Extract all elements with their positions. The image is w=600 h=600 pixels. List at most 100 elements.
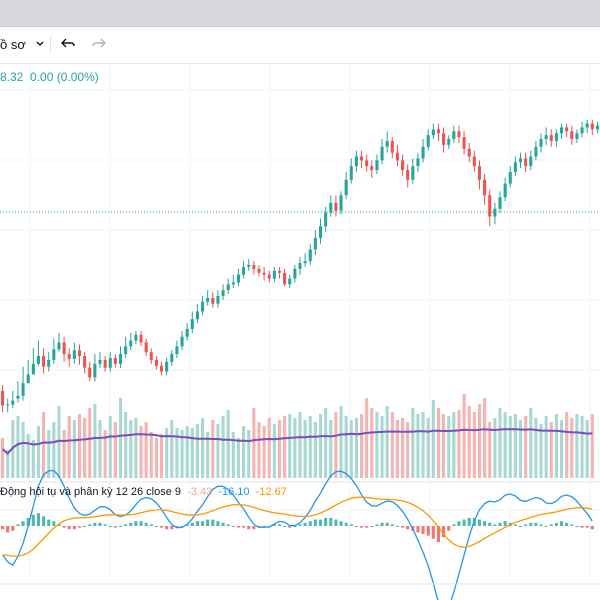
candle-body [52,349,56,360]
candle-body [36,356,40,364]
macd-histogram-bar [144,522,148,526]
macd-histogram-bar [190,522,194,526]
macd-histogram-bar [570,524,574,526]
volume-bar [272,424,276,478]
macd-histogram-bar [452,524,456,526]
candle-body [283,272,287,285]
volume-bar [277,420,282,478]
candle-body [252,265,256,269]
volume-bar [513,414,517,478]
candle-body [303,261,307,264]
macd-histogram-bar [165,526,169,530]
volume-bar [390,412,394,478]
macd-histogram-bar [216,521,220,526]
macd-histogram-bar [57,524,61,526]
macd-histogram-bar [503,521,507,526]
candle-body [457,131,461,138]
macd-histogram-bar [380,522,384,526]
volume-bar [216,424,220,478]
macd-histogram-bar [308,521,312,526]
macd-histogram-bar [288,526,292,528]
candle-body [108,358,112,368]
macd-histogram-bar [113,526,117,528]
macd-histogram-bar [375,524,379,526]
volume-bar [98,420,102,478]
volume-bar [503,412,507,478]
candle-body [180,336,184,347]
candle-body [144,342,148,353]
volume-bar [360,414,364,478]
macd-histogram-bar [129,522,133,526]
candle-body [221,290,225,296]
macd-histogram-bar [262,526,266,527]
redo-icon[interactable] [89,35,109,55]
macd-histogram-bar [477,519,482,526]
volume-bar [575,414,579,478]
candle-body [226,284,230,291]
macd-histogram-bar [221,522,225,526]
macd-histogram-bar [365,526,369,528]
macd-histogram-bar [195,521,199,526]
volume-bar [488,422,492,478]
volume-bar [236,438,240,478]
macd-histogram-bar [108,526,112,527]
macd-histogram-bar [206,519,210,526]
candle-body [360,156,364,161]
volume-bar [467,406,471,478]
macd-histogram-bar [175,526,179,528]
macd-histogram-bar [360,526,364,528]
macd-histogram-bar [160,526,164,528]
volume-bar [21,422,25,478]
toolbar-divider [50,36,51,54]
macd-histogram-bar [524,524,528,526]
macd-histogram-bar [431,526,435,539]
candle-body [595,125,599,130]
macd-histogram-bar [242,526,246,528]
volume-bar [175,428,179,478]
volume-bar [16,416,20,478]
volume-bar [570,418,574,478]
candle-body [395,152,399,161]
volume-bar [370,408,374,478]
candle-body [549,135,553,141]
macd-histogram-bar [139,521,143,526]
candle-body [421,146,425,159]
volume-bar [283,416,287,478]
candle-body [560,127,564,134]
browser-top-bar [0,0,600,27]
macd-histogram-bar [72,526,76,530]
macd-histogram-bar [483,521,487,526]
macd-histogram-bar [154,526,158,527]
candle-body [118,354,123,364]
volume-bar [293,418,297,478]
volume-bar [57,406,61,478]
layout-selector[interactable]: ồ sơ [0,35,45,55]
candle-body [554,133,558,141]
candle-body [267,274,271,279]
macd-histogram-bar [247,526,251,530]
candle-body [565,127,569,132]
macd-histogram-bar [539,524,543,526]
volume-bar [26,434,30,478]
candle-body [113,358,117,364]
candle-body [534,146,538,157]
volume-bar [406,422,410,478]
macd-histogram-bar [236,526,240,528]
candle-body [72,350,76,359]
macd-histogram-bar [77,526,82,528]
macd-histogram-bar [580,526,584,528]
macd-histogram-bar [534,522,538,526]
candle-body [195,311,199,320]
undo-icon[interactable] [58,35,78,55]
volume-bar [242,426,246,478]
volume-bar [431,400,435,478]
candle-body [390,141,394,153]
macd-histogram-bar [457,521,461,526]
volume-bar [457,410,461,478]
volume-bar [149,432,153,478]
macd-histogram-bar [324,518,328,526]
candle-body [380,146,384,161]
volume-bar [195,424,199,478]
volume-bar [339,406,343,478]
